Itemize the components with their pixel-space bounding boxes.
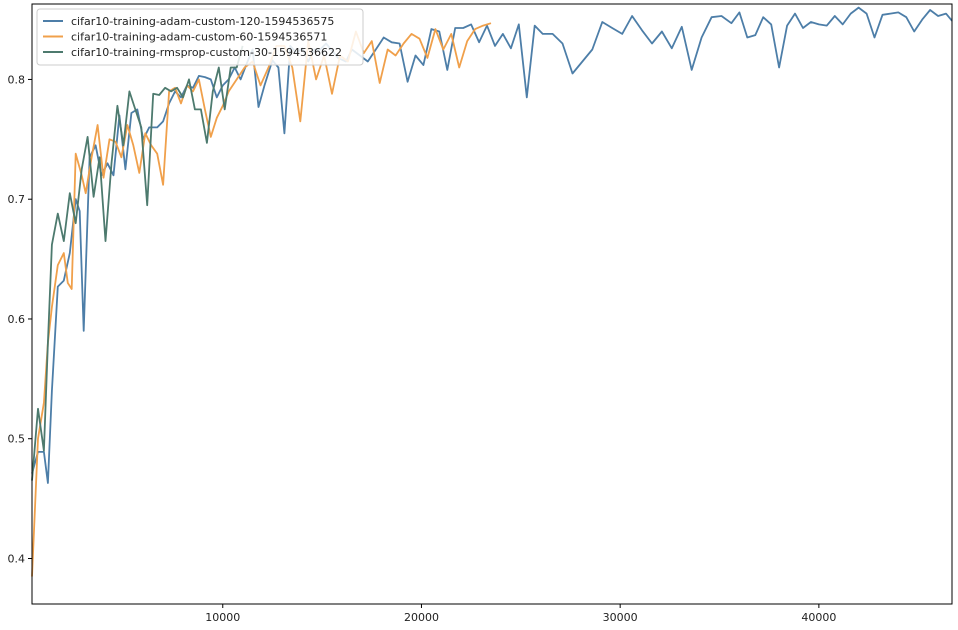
x-tick-label: 40000 <box>801 611 836 624</box>
x-tick-label: 30000 <box>603 611 638 624</box>
series-line-1 <box>31 6 953 484</box>
x-tick-label: 10000 <box>205 611 240 624</box>
plot-frame <box>31 3 953 605</box>
legend: cifar10-training-adam-custom-120-1594536… <box>36 8 364 66</box>
legend-box <box>36 8 364 66</box>
x-axis: 10000 20000 30000 40000 <box>205 604 836 624</box>
y-tick-label: 0.6 <box>8 313 26 326</box>
x-tick-label: 20000 <box>404 611 439 624</box>
y-tick-label: 0.7 <box>8 193 26 206</box>
series-layer <box>31 6 953 577</box>
legend-label: cifar10-training-adam-custom-120-1594536… <box>71 15 334 28</box>
series-line-2 <box>31 22 492 577</box>
series-line-3 <box>31 45 244 481</box>
y-tick-label: 0.5 <box>8 433 26 446</box>
legend-label: cifar10-training-adam-custom-60-15945365… <box>71 31 327 44</box>
legend-label: cifar10-training-rmsprop-custom-30-15945… <box>71 46 342 59</box>
y-axis: 0.4 0.5 0.6 0.7 0.8 <box>8 73 32 565</box>
y-tick-label: 0.8 <box>8 73 26 86</box>
y-tick-label: 0.4 <box>8 552 26 565</box>
